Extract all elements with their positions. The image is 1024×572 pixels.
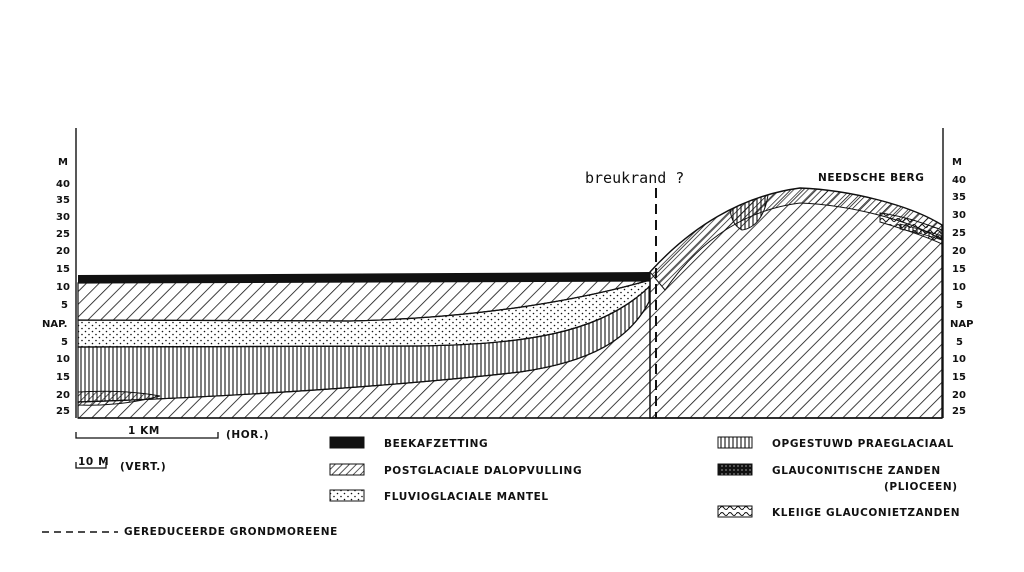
right-axis-tick: 10 bbox=[952, 282, 966, 293]
beekafzetting-layer bbox=[78, 272, 650, 283]
right-axis-tick: 20 bbox=[952, 246, 966, 257]
legend-label: POSTGLACIALE DALOPVULLING bbox=[384, 465, 582, 477]
left-axis-tick: 15 bbox=[56, 372, 70, 383]
legend-item-fluvioglaciale: FLUVIOGLACIALE MANTEL bbox=[329, 489, 549, 503]
right-axis-tick: 25 bbox=[952, 228, 966, 239]
horizontal-scale-note: (HOR.) bbox=[226, 429, 269, 441]
legend-label: BEEKAFZETTING bbox=[384, 438, 488, 450]
left-axis-tick: 30 bbox=[56, 212, 70, 223]
left-axis-tick: 25 bbox=[56, 406, 70, 417]
left-axis-tick: 5 bbox=[61, 300, 68, 311]
left-axis-tick: 10 bbox=[56, 354, 70, 365]
fault-label: breukrand ? bbox=[585, 169, 684, 187]
left-axis-tick: 25 bbox=[56, 229, 70, 240]
hill-label: NEEDSCHE BERG bbox=[818, 172, 924, 184]
left-axis: M 40 35 30 25 20 15 10 5 NAP. 5 10 15 20… bbox=[42, 128, 77, 418]
postglacial-layer bbox=[77, 279, 651, 322]
lens-glauconitic bbox=[77, 390, 161, 406]
right-axis-tick: 5 bbox=[956, 337, 963, 348]
horizontal-scale: 1 KM (HOR.) bbox=[75, 425, 269, 441]
legend-item-postglaciale: POSTGLACIALE DALOPVULLING bbox=[329, 463, 582, 477]
right-axis-tick: 40 bbox=[952, 175, 966, 186]
right-axis-tick: 10 bbox=[952, 354, 966, 365]
left-axis-tick: 20 bbox=[56, 246, 70, 257]
legend-item-beekafzetting: BEEKAFZETTING bbox=[329, 436, 488, 450]
legend-item-glauconitische: GLAUCONITISCHE ZANDEN (PLIOCEEN) bbox=[717, 463, 958, 493]
legend-label: OPGESTUWD PRAEGLACIAAL bbox=[772, 438, 954, 450]
right-axis-tick: 15 bbox=[952, 264, 966, 275]
left-axis-tick: 35 bbox=[56, 195, 70, 206]
right-axis-unit: M bbox=[952, 157, 962, 168]
legend-item-praeglaciaal: OPGESTUWD PRAEGLACIAAL bbox=[717, 436, 954, 450]
left-axis-datum: NAP. bbox=[42, 319, 67, 330]
left-axis-tick: 10 bbox=[56, 282, 70, 293]
legend-item-kleiige: KLEIIGE GLAUCONIETZANDEN bbox=[717, 505, 960, 519]
left-axis-tick: 40 bbox=[56, 179, 70, 190]
horizontal-scale-label: 1 KM bbox=[128, 425, 160, 437]
vertical-scale-note: (VERT.) bbox=[120, 461, 166, 473]
right-axis-tick: 25 bbox=[952, 406, 966, 417]
right-axis-tick: 20 bbox=[952, 390, 966, 401]
legend: BEEKAFZETTING POSTGLACIALE DALOPVULLING … bbox=[329, 436, 960, 519]
legend-label: GLAUCONITISCHE ZANDEN bbox=[772, 465, 941, 477]
legend-label: KLEIIGE GLAUCONIETZANDEN bbox=[772, 507, 960, 519]
vertical-scale: 10 M (VERT.) bbox=[75, 456, 166, 473]
right-axis: M 40 35 30 25 20 15 10 5 NAP 5 10 15 20 … bbox=[942, 128, 973, 418]
legend-label: FLUVIOGLACIALE MANTEL bbox=[384, 491, 549, 503]
left-axis-tick: 15 bbox=[56, 264, 70, 275]
legend-sublabel: (PLIOCEEN) bbox=[884, 481, 958, 493]
dashed-line-legend: GEREDUCEERDE GRONDMOREENE bbox=[42, 526, 338, 538]
section-body bbox=[77, 187, 943, 419]
right-axis-tick: 35 bbox=[952, 192, 966, 203]
right-axis-tick: 5 bbox=[956, 300, 963, 311]
left-axis-unit: M bbox=[58, 157, 68, 168]
right-axis-tick: 15 bbox=[952, 372, 966, 383]
vertical-scale-label: 10 M bbox=[78, 456, 109, 468]
right-axis-datum: NAP bbox=[950, 319, 973, 330]
right-axis-tick: 30 bbox=[952, 210, 966, 221]
left-axis-tick: 5 bbox=[61, 337, 68, 348]
left-axis-tick: 20 bbox=[56, 390, 70, 401]
dashed-line-label: GEREDUCEERDE GRONDMOREENE bbox=[124, 526, 338, 538]
hill-right-lens-2 bbox=[899, 223, 942, 241]
